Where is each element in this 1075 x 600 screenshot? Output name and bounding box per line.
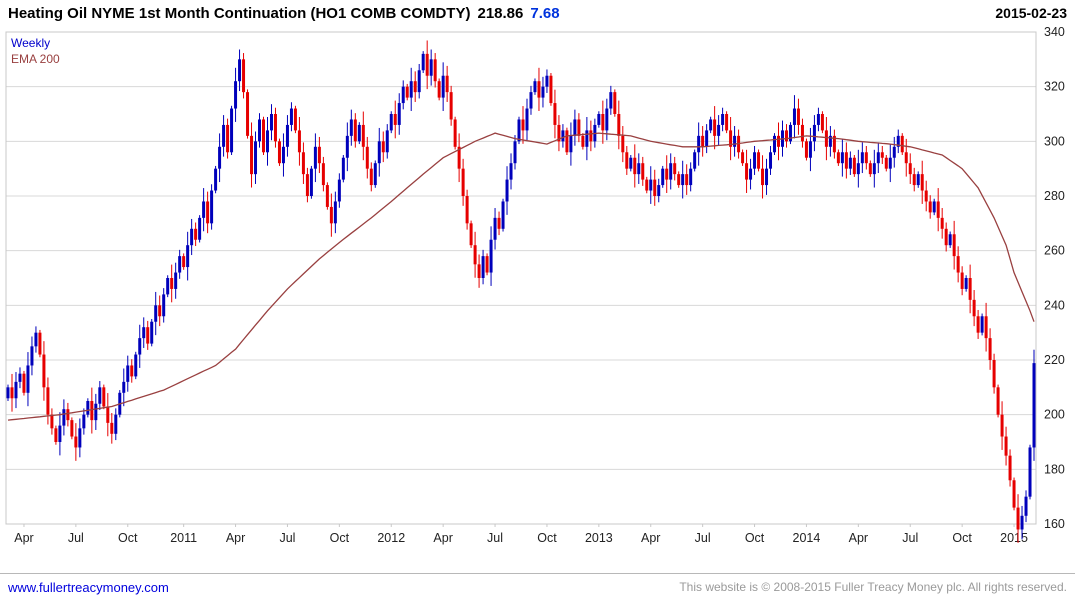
svg-text:200: 200	[1044, 408, 1065, 422]
last-price: 218.86	[477, 5, 524, 22]
legend-ema-200: EMA 200	[11, 52, 60, 66]
svg-text:Apr: Apr	[14, 531, 33, 545]
svg-text:Apr: Apr	[849, 531, 868, 545]
svg-text:320: 320	[1044, 80, 1065, 94]
legend-timeframe: Weekly	[11, 36, 51, 50]
svg-text:2011: 2011	[170, 531, 197, 545]
chart-date: 2015-02-23	[995, 5, 1067, 21]
price-chart-svg: 160 180 200 220 240 260 280 300 320 340 Apr Jul Oct 2…	[5, 27, 1065, 545]
svg-text:2015: 2015	[1000, 531, 1028, 545]
svg-text:2014: 2014	[793, 531, 821, 545]
chart-title: Heating Oil NYME 1st Month Continuation …	[8, 5, 471, 22]
svg-text:180: 180	[1044, 462, 1065, 476]
svg-text:Oct: Oct	[745, 531, 765, 545]
svg-text:2013: 2013	[585, 531, 613, 545]
svg-text:220: 220	[1044, 353, 1065, 367]
chart-area: 160 180 200 220 240 260 280 300 320 340 Apr Jul Oct 2…	[0, 27, 1075, 572]
svg-text:160: 160	[1044, 517, 1065, 531]
svg-text:240: 240	[1044, 298, 1065, 312]
svg-text:Oct: Oct	[330, 531, 350, 545]
svg-text:300: 300	[1044, 134, 1065, 148]
svg-text:340: 340	[1044, 27, 1065, 39]
svg-text:2012: 2012	[377, 531, 405, 545]
svg-text:Apr: Apr	[433, 531, 452, 545]
footer-copyright: This website is © 2008-2015 Fuller Treac…	[679, 580, 1067, 594]
footer-website-link[interactable]: www.fullertreacymoney.com	[8, 579, 169, 595]
svg-text:Apr: Apr	[641, 531, 660, 545]
chart-header: Heating Oil NYME 1st Month Continuation …	[0, 0, 1075, 27]
chart-title-group: Heating Oil NYME 1st Month Continuation …	[8, 5, 560, 23]
svg-text:Oct: Oct	[537, 531, 557, 545]
chart-legend: Weekly EMA 200	[11, 35, 60, 67]
svg-text:Apr: Apr	[226, 531, 245, 545]
svg-text:260: 260	[1044, 244, 1065, 258]
svg-text:Oct: Oct	[118, 531, 138, 545]
svg-text:Oct: Oct	[952, 531, 972, 545]
svg-text:280: 280	[1044, 189, 1065, 203]
price-change: 7.68	[530, 5, 560, 22]
svg-text:Jul: Jul	[695, 531, 711, 545]
svg-text:Jul: Jul	[279, 531, 295, 545]
svg-text:Jul: Jul	[487, 531, 503, 545]
svg-text:Jul: Jul	[68, 531, 84, 545]
svg-text:Jul: Jul	[902, 531, 918, 545]
footer: www.fullertreacymoney.com This website i…	[0, 573, 1075, 600]
